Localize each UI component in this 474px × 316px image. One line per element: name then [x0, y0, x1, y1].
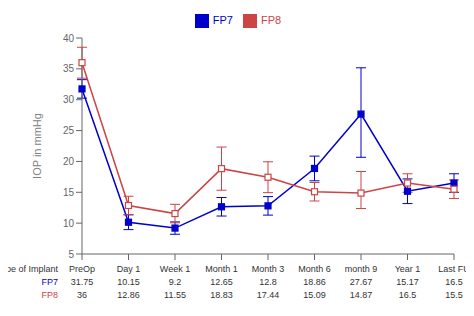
svg-text:27.67: 27.67	[350, 277, 373, 287]
html-text:FP7: FP7	[212, 14, 233, 26]
svg-text:Year 1: Year 1	[395, 264, 421, 274]
svg-text:15.09: 15.09	[303, 290, 326, 300]
svg-text:9.2: 9.2	[169, 277, 182, 287]
svg-text:Month 1: Month 1	[205, 264, 238, 274]
svg-text:12.65: 12.65	[210, 277, 233, 287]
svg-text:10: 10	[63, 218, 75, 229]
svg-text:15: 15	[63, 187, 75, 198]
svg-text:20: 20	[63, 156, 75, 167]
svg-text:Month 6: Month 6	[298, 264, 331, 274]
svg-text:15.17: 15.17	[396, 277, 419, 287]
svg-text:month 9: month 9	[345, 264, 378, 274]
svg-text:17.44: 17.44	[257, 290, 280, 300]
svg-text:12.8: 12.8	[259, 277, 277, 287]
svg-text:15.5: 15.5	[445, 290, 463, 300]
svg-text:31.75: 31.75	[71, 277, 94, 287]
svg-text:5: 5	[68, 249, 74, 260]
svg-text:40: 40	[63, 33, 75, 44]
svg-text:35: 35	[63, 63, 75, 74]
svg-text:11.55: 11.55	[164, 290, 186, 300]
svg-text:IOP in mmHg: IOP in mmHg	[31, 113, 43, 179]
svg-text:Type of Implant: Type of Implant	[8, 264, 58, 274]
html-text:FP8: FP8	[261, 14, 282, 26]
svg-text:Month 3: Month 3	[252, 264, 285, 274]
svg-text:18.83: 18.83	[210, 290, 233, 300]
svg-text:25: 25	[63, 125, 75, 136]
svg-text:Week 1: Week 1	[160, 264, 190, 274]
svg-text:FP8: FP8	[41, 290, 58, 300]
svg-text:PreOp: PreOp	[69, 264, 95, 274]
svg-text:30: 30	[63, 94, 75, 105]
svg-text:36: 36	[77, 290, 87, 300]
svg-text:10.15: 10.15	[117, 277, 140, 287]
svg-text:18.86: 18.86	[303, 277, 326, 287]
svg-text:Last FU: Last FU	[438, 264, 466, 274]
svg-text:16.5: 16.5	[445, 277, 463, 287]
svg-text:FP7: FP7	[41, 277, 58, 287]
svg-text:14.87: 14.87	[350, 290, 373, 300]
svg-text:16.5: 16.5	[399, 290, 417, 300]
svg-text:12.86: 12.86	[117, 290, 140, 300]
svg-text:Day 1: Day 1	[117, 264, 141, 274]
